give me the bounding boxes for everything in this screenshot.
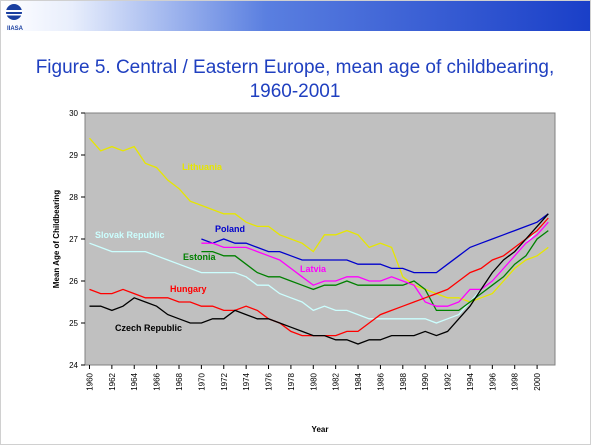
y-tick-label: 30	[69, 109, 78, 118]
chart-title: Figure 5. Central / Eastern Europe, mean…	[35, 57, 555, 102]
x-tick-label: 1964	[130, 372, 139, 390]
x-tick-label: 2000	[533, 372, 542, 390]
x-tick-label: 1968	[175, 372, 184, 390]
series-line	[201, 221, 549, 307]
series-label: Lithuania	[182, 162, 223, 172]
x-tick-label: 1996	[488, 372, 497, 390]
x-tick-label: 1998	[511, 372, 520, 390]
x-tick-label: 1992	[444, 372, 453, 390]
x-tick-label: 1988	[399, 372, 408, 390]
y-tick-label: 25	[69, 319, 78, 328]
series-line	[201, 213, 549, 274]
x-tick-label: 1972	[220, 372, 229, 390]
x-tick-label: 1962	[108, 372, 117, 390]
series-line	[89, 213, 549, 345]
x-tick-label: 1960	[85, 372, 94, 390]
y-tick-label: 24	[69, 361, 78, 370]
x-tick-label: 1990	[421, 372, 430, 390]
x-tick-label: 1982	[332, 372, 341, 390]
series-label: Slovak Republic	[95, 230, 165, 240]
y-tick-label: 29	[69, 151, 78, 160]
series-label: Latvia	[300, 264, 327, 274]
x-tick-label: 1980	[309, 372, 318, 390]
x-tick-label: 1976	[265, 372, 274, 390]
x-axis-label: Year	[312, 425, 329, 434]
plot-area	[84, 112, 556, 366]
x-tick-label: 1978	[287, 372, 296, 390]
y-tick-label: 26	[69, 277, 78, 286]
x-tick-label: 1986	[376, 372, 385, 390]
y-axis-label: Mean Age of Childbearing	[52, 190, 61, 288]
series-line	[201, 230, 549, 312]
x-tick-label: 1974	[242, 372, 251, 390]
x-tick-label: 1994	[466, 372, 475, 390]
series-label: Estonia	[183, 252, 217, 262]
y-tick-label: 28	[69, 193, 78, 202]
x-tick-label: 1984	[354, 372, 363, 390]
series-label: Czech Republic	[115, 323, 182, 333]
logo	[6, 4, 22, 20]
series-label: Hungary	[170, 284, 207, 294]
y-tick-label: 27	[69, 235, 78, 244]
header-band	[1, 1, 590, 31]
x-tick-label: 1970	[197, 372, 206, 390]
x-tick-label: 1966	[153, 372, 162, 390]
logo-text: IIASA	[7, 26, 24, 32]
series-label: Poland	[215, 224, 245, 234]
